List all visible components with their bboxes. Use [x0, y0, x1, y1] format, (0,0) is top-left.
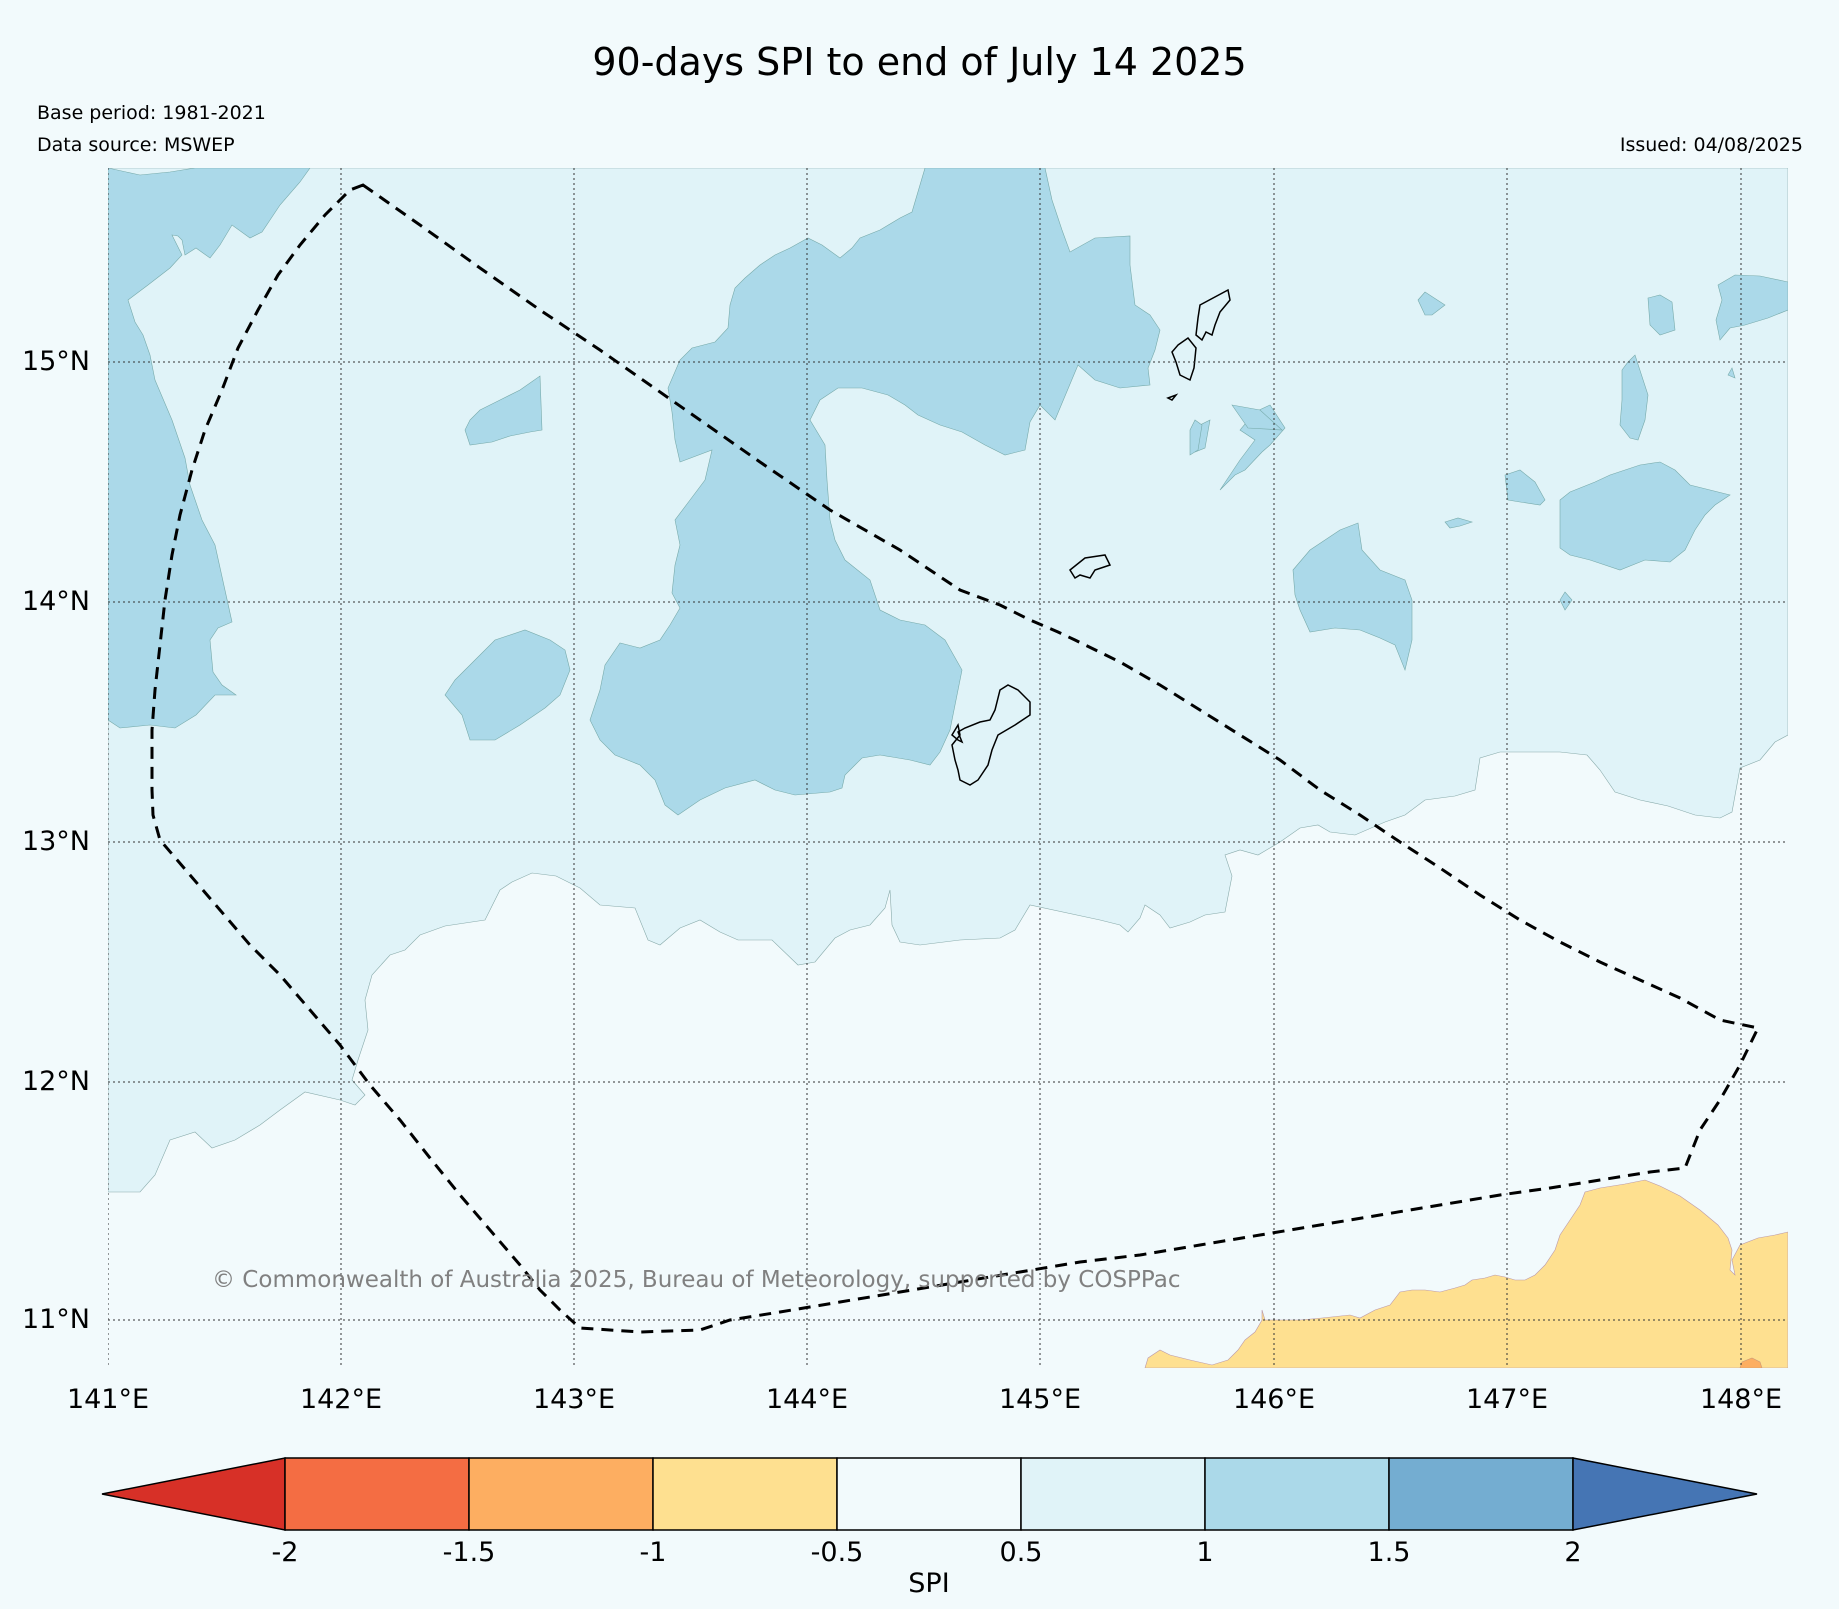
- base-period-note: Base period: 1981-2021: [37, 102, 266, 124]
- longitude-labels: 141°E 142°E 143°E 144°E 145°E 146°E 147°…: [67, 1384, 1782, 1415]
- lon-label-147: 147°E: [1466, 1384, 1548, 1415]
- latitude-labels: 15°N 14°N 13°N 12°N 11°N: [22, 346, 90, 1335]
- spi-neg1.5-neg1-patch: [1739, 1357, 1763, 1368]
- colorbar-tick: 0.5: [1000, 1537, 1043, 1568]
- map-area: © Commonwealth of Australia 2025, Bureau…: [108, 168, 1788, 1368]
- colorbar-bin-5: [1020, 1457, 1206, 1531]
- spi-neg1-neg0.5-region: [1144, 1179, 1788, 1368]
- lon-label-146: 146°E: [1233, 1384, 1315, 1415]
- lat-label-11: 11°N: [22, 1304, 90, 1335]
- data-source-note: Data source: MSWEP: [37, 134, 235, 156]
- lat-label-12: 12°N: [22, 1066, 90, 1097]
- spi-1-1.5-regions: [108, 168, 1788, 816]
- map-title: 90-days SPI to end of July 14 2025: [592, 40, 1247, 84]
- colorbar-tick: 1.5: [1368, 1537, 1411, 1568]
- lat-label-13: 13°N: [22, 826, 90, 857]
- colorbar-label: SPI: [908, 1568, 949, 1599]
- lat-label-14: 14°N: [22, 586, 90, 617]
- colorbar-ticks: -2 -1.5 -1 -0.5 0.5 1 1.5 2 SPI: [272, 1537, 1582, 1599]
- lon-label-143: 143°E: [533, 1384, 615, 1415]
- colorbar-bin-2: [468, 1457, 654, 1531]
- colorbar-extend-high: [1572, 1457, 1758, 1531]
- issued-date: Issued: 04/08/2025: [1619, 134, 1803, 156]
- colorbar-bin-7: [1388, 1457, 1574, 1531]
- lon-label-144: 144°E: [766, 1384, 848, 1415]
- eez-boundary: [150, 183, 1761, 1334]
- colorbar-extend-low: [101, 1457, 286, 1531]
- lon-label-145: 145°E: [999, 1384, 1081, 1415]
- colorbar-tick: -2: [272, 1537, 299, 1568]
- colorbar-tick: 1: [1196, 1537, 1213, 1568]
- colorbar-tick: 2: [1564, 1537, 1581, 1568]
- islands: [951, 288, 1231, 786]
- colorbar-tick: -0.5: [811, 1537, 864, 1568]
- lon-label-142: 142°E: [300, 1384, 382, 1415]
- lat-label-15: 15°N: [22, 346, 90, 377]
- colorbar-bin-1: [284, 1457, 470, 1531]
- colorbar-bin-3: [652, 1457, 838, 1531]
- colorbar-tick: -1.5: [443, 1537, 496, 1568]
- colorbar: [101, 1457, 1758, 1531]
- colorbar-bin-6: [1204, 1457, 1390, 1531]
- colorbar-tick: -1: [640, 1537, 667, 1568]
- gridlines: [108, 168, 1788, 1368]
- lon-label-141: 141°E: [67, 1384, 149, 1415]
- copyright-notice: © Commonwealth of Australia 2025, Bureau…: [212, 1267, 1181, 1293]
- lon-label-148: 148°E: [1700, 1384, 1782, 1415]
- colorbar-bin-4: [836, 1457, 1022, 1531]
